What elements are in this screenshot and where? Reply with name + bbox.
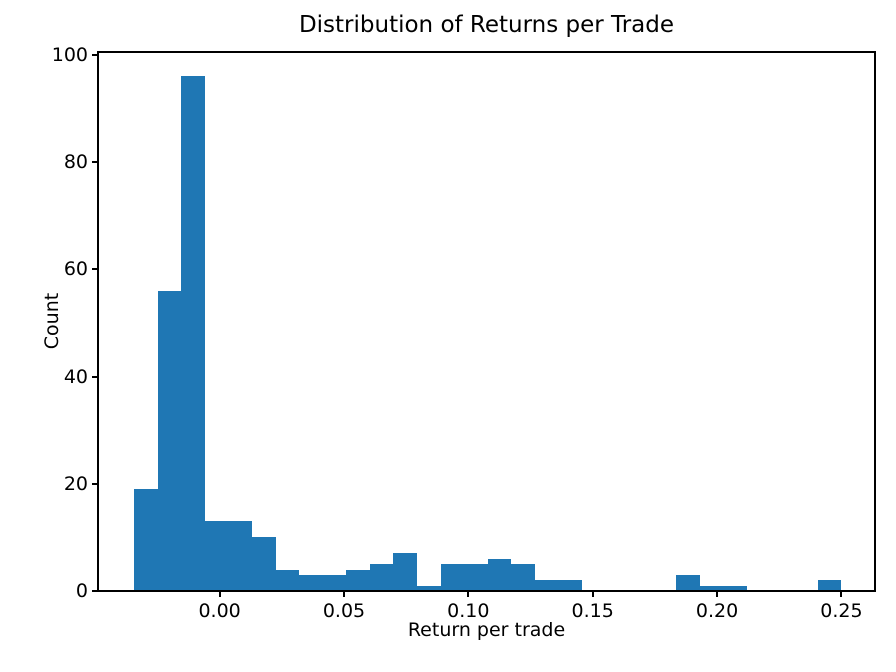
histogram-bar xyxy=(699,585,724,591)
histogram-bar xyxy=(417,585,441,591)
y-tick-mark xyxy=(92,161,98,164)
x-tick-label: 0.15 xyxy=(571,600,614,622)
histogram-bar xyxy=(369,564,394,591)
histogram-bar xyxy=(558,580,583,591)
y-tick-mark xyxy=(92,268,98,271)
x-tick-mark xyxy=(342,591,345,597)
histogram-bar xyxy=(440,564,465,591)
histogram-bar xyxy=(534,580,559,591)
histogram-bar xyxy=(393,553,418,591)
histogram-bar xyxy=(252,537,276,591)
histogram-bar xyxy=(464,564,488,591)
histogram-bar xyxy=(299,574,323,591)
x-tick-mark xyxy=(716,591,719,597)
x-tick-mark xyxy=(467,591,470,597)
histogram-bar xyxy=(134,489,158,591)
x-tick-label: 0.10 xyxy=(447,600,490,622)
y-tick-mark xyxy=(92,375,98,378)
histogram-bar xyxy=(322,574,347,591)
plot-area: 0.00 0.05 0.10 0.15 0.20 0.25 0 20 40 60 80 100 xyxy=(52,44,876,622)
x-axis-label: Return per trade xyxy=(407,619,566,641)
x-tick-mark xyxy=(218,591,221,597)
histogram-bar xyxy=(157,290,182,591)
y-tick-label: 20 xyxy=(63,472,88,495)
x-tick-label: 0.20 xyxy=(695,600,739,622)
x-tick-label: 0.00 xyxy=(198,600,241,622)
x-tick-mark xyxy=(591,591,594,597)
histogram-bar xyxy=(487,558,512,591)
y-tick-mark xyxy=(92,590,98,592)
y-tick-mark xyxy=(92,53,98,56)
axes-frame xyxy=(97,51,876,592)
histogram-bar xyxy=(676,574,700,591)
y-tick-label: 60 xyxy=(63,258,88,281)
histogram-bar xyxy=(228,521,253,591)
x-tick-label: 0.25 xyxy=(820,600,863,622)
x-tick-label: 0.05 xyxy=(322,600,366,622)
histogram-bar xyxy=(511,564,535,591)
histogram-bar xyxy=(723,585,748,591)
histogram-bar xyxy=(181,76,205,591)
chart-title: Distribution of Returns per Trade xyxy=(298,12,675,38)
histogram-bar xyxy=(204,521,229,591)
histogram-bar xyxy=(346,569,370,591)
histogram-bar xyxy=(275,569,300,591)
y-tick-label: 80 xyxy=(63,151,88,174)
y-tick-label: 40 xyxy=(63,365,88,388)
y-tick-label: 100 xyxy=(51,43,88,66)
y-axis-label: Count xyxy=(41,292,63,350)
y-tick-label: 0 xyxy=(75,580,88,602)
x-tick-mark xyxy=(840,591,843,597)
histogram-bar xyxy=(817,580,842,591)
y-tick-mark xyxy=(92,482,98,485)
